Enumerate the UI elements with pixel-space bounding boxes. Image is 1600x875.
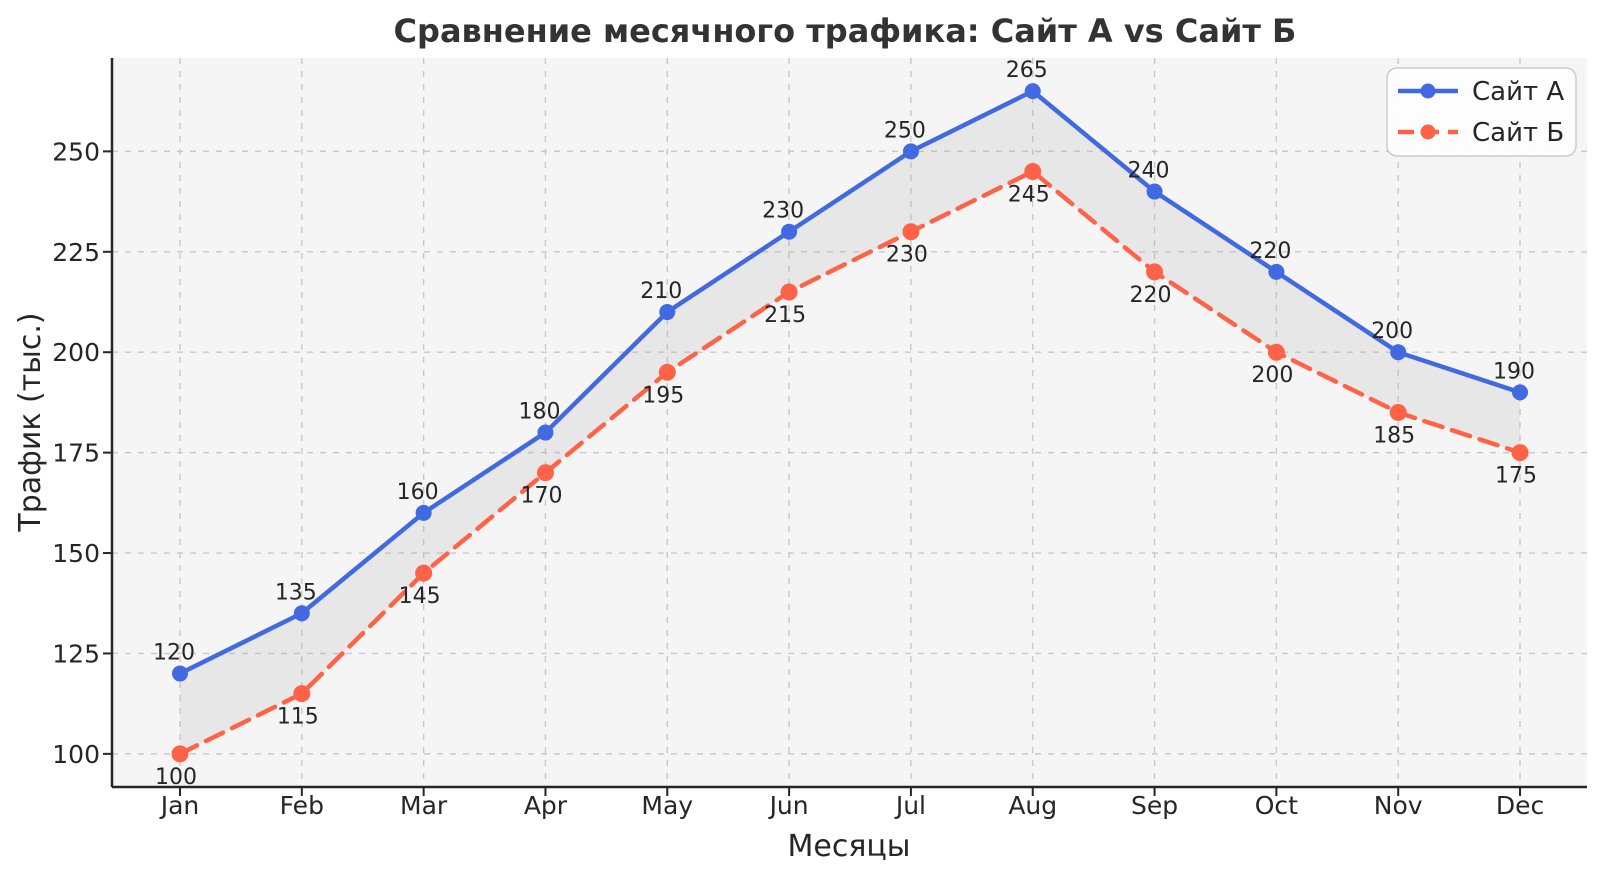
y-tick-label: 200 xyxy=(52,338,100,367)
series-a-marker xyxy=(1146,183,1163,200)
y-tick-label: 125 xyxy=(52,639,100,668)
y-tick-labels: 100 125 150 175 200 225 250 xyxy=(52,137,100,768)
chart-title: Сравнение месячного трафика: Сайт А vs С… xyxy=(394,12,1297,50)
x-tick-label: Aug xyxy=(1008,791,1057,820)
x-tick-label: Nov xyxy=(1374,791,1423,820)
series-a-data-label: 220 xyxy=(1249,239,1291,264)
series-a-marker xyxy=(415,504,432,521)
series-b-marker xyxy=(780,283,798,301)
series-a-data-label: 230 xyxy=(762,199,804,224)
legend-marker-sample xyxy=(1420,83,1436,99)
x-tick-labels: Jan Feb Mar Apr May Jun Jul Aug Sep Oct Nov Dec xyxy=(159,791,1544,820)
series-a-data-label: 200 xyxy=(1371,319,1413,344)
series-b-data-label: 170 xyxy=(520,484,562,509)
series-b-marker xyxy=(1511,444,1529,462)
series-a-marker xyxy=(172,665,188,682)
y-tick-label: 150 xyxy=(52,539,100,568)
series-a-marker xyxy=(659,304,676,321)
series-a-data-label: 210 xyxy=(640,279,682,304)
series-b-marker xyxy=(1267,343,1285,361)
y-tick-label: 250 xyxy=(52,137,100,166)
series-a-marker xyxy=(537,424,554,441)
series-b-data-label: 200 xyxy=(1251,363,1293,388)
series-b-marker xyxy=(536,464,554,482)
y-tick-label: 175 xyxy=(52,439,100,468)
series-b-marker xyxy=(415,564,433,582)
x-tick-label: Jun xyxy=(768,791,809,820)
x-tick-label: May xyxy=(641,791,693,820)
x-tick-label: Sep xyxy=(1131,791,1178,820)
series-b-data-label: 115 xyxy=(277,705,319,730)
legend-label: Сайт Б xyxy=(1472,118,1564,148)
x-tick-label: Mar xyxy=(400,791,448,820)
series-b-marker xyxy=(1024,162,1042,180)
legend: Сайт А Сайт Б xyxy=(1386,67,1577,157)
series-b-data-label: 215 xyxy=(764,303,806,328)
series-a-data-label: 135 xyxy=(275,580,317,605)
series-b-data-label: 175 xyxy=(1495,464,1537,489)
series-b-marker xyxy=(1389,403,1407,421)
series-a-data-label: 265 xyxy=(1006,58,1048,83)
series-b-markers xyxy=(171,162,1529,763)
series-a-marker xyxy=(781,223,798,240)
y-axis-label: Трафик (тыс.) xyxy=(13,312,48,532)
x-tick-label: Jan xyxy=(159,791,200,820)
series-b-marker xyxy=(658,363,676,381)
series-b-marker xyxy=(902,223,920,241)
series-a-marker xyxy=(902,143,919,160)
series-a-data-label: 190 xyxy=(1493,359,1535,384)
series-b-data-label: 100 xyxy=(155,765,197,790)
series-a-data-label: 240 xyxy=(1128,159,1170,184)
legend-item-site-a: Сайт А xyxy=(1398,77,1564,107)
legend-label: Сайт А xyxy=(1472,77,1564,107)
x-tick-label: Apr xyxy=(524,791,568,820)
series-a-line xyxy=(179,88,1521,676)
series-b-data-label: 245 xyxy=(1008,182,1050,207)
series-a-marker xyxy=(293,605,310,622)
series-a-marker xyxy=(1512,384,1529,401)
fill-between-area xyxy=(180,91,1521,754)
series-b-data-label: 185 xyxy=(1373,423,1415,448)
series-a-marker xyxy=(1024,83,1041,100)
series-a-data-label: 180 xyxy=(518,400,560,425)
grid-lines xyxy=(112,58,1587,787)
tick-marks xyxy=(103,150,1522,796)
legend-marker-sample xyxy=(1420,124,1436,140)
y-tick-label: 225 xyxy=(52,238,100,267)
data-labels: 120 135 160 180 210 230 250 265 240 220 200 190 100 1… xyxy=(153,58,1537,790)
x-tick-label: Feb xyxy=(280,791,324,820)
x-tick-label: Jul xyxy=(894,791,926,820)
series-b-data-label: 230 xyxy=(886,243,928,268)
series-a-marker xyxy=(1390,344,1407,361)
series-b-data-label: 195 xyxy=(642,383,684,408)
series-b-data-label: 220 xyxy=(1130,283,1172,308)
plot-background xyxy=(112,58,1587,787)
series-b-marker xyxy=(171,745,189,763)
x-axis-label: Месяцы xyxy=(788,829,911,864)
series-b-marker xyxy=(293,685,311,703)
x-tick-label: Dec xyxy=(1496,791,1544,820)
series-a-data-label: 160 xyxy=(397,480,439,505)
series-a-data-label: 120 xyxy=(153,641,195,666)
series-a-marker xyxy=(1268,263,1285,280)
legend-item-site-b: Сайт Б xyxy=(1398,118,1564,148)
series-a-data-label: 250 xyxy=(884,118,926,143)
y-tick-label: 100 xyxy=(52,740,100,769)
chart-plot-area: 1201351601802102302502652402202001901001… xyxy=(52,58,1587,820)
x-tick-label: Oct xyxy=(1255,791,1298,820)
series-b-line xyxy=(177,168,1523,757)
series-b-marker xyxy=(1146,263,1164,281)
series-a-markers xyxy=(172,83,1529,682)
series-b-data-label: 145 xyxy=(399,584,441,609)
